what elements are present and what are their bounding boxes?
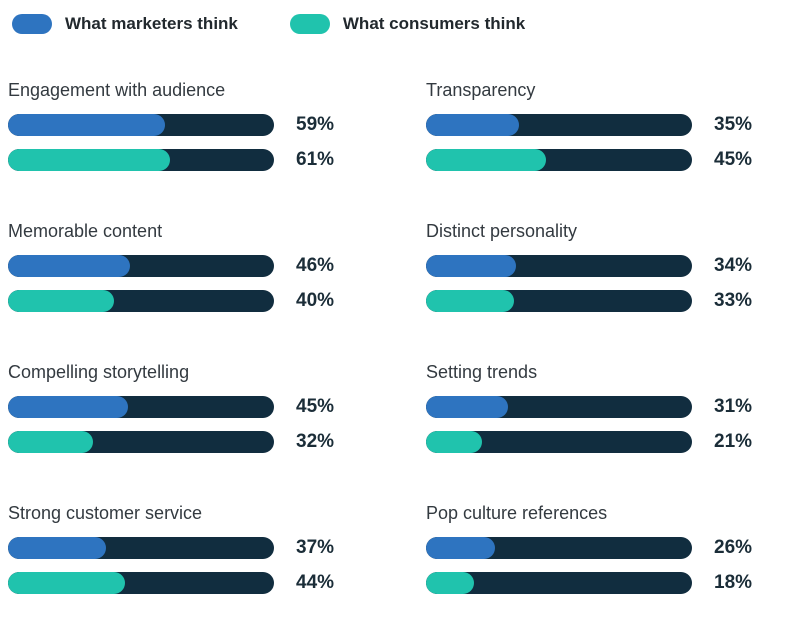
bar-fill-marketers — [426, 114, 520, 136]
bar-track — [8, 396, 274, 418]
chart-group-compelling-storytelling: Compelling storytelling 45% 32% — [8, 362, 344, 453]
bar-fill-consumers — [8, 431, 94, 453]
bar-fill-consumers — [8, 290, 115, 312]
bar-fill-marketers — [426, 396, 509, 418]
chart-group-pop-culture-references: Pop culture references 26% 18% — [426, 503, 762, 594]
bar-track — [426, 290, 692, 312]
bar-track — [8, 537, 274, 559]
bar-value-label: 37% — [296, 537, 335, 558]
bar-fill-marketers — [426, 537, 496, 559]
bar-value-label: 31% — [714, 396, 753, 417]
bar-fill-consumers — [426, 431, 482, 453]
group-title: Engagement with audience — [8, 80, 226, 100]
bar-track — [426, 255, 692, 277]
bar-fill-consumers — [426, 572, 474, 594]
bar-fill-consumers — [8, 572, 126, 594]
chart-group-engagement: Engagement with audience 59% 61% — [8, 80, 344, 171]
bar-row-consumers: 18% — [426, 572, 762, 594]
bar-fill-marketers — [8, 396, 128, 418]
bar-value-label: 32% — [296, 431, 335, 452]
bar-row-consumers: 33% — [426, 290, 762, 312]
bar-fill-marketers — [8, 255, 131, 277]
bar-value-label: 18% — [714, 572, 753, 593]
bar-track — [426, 396, 692, 418]
bar-track — [8, 572, 274, 594]
bar-track — [426, 537, 692, 559]
bar-row-marketers: 46% — [8, 255, 344, 277]
bar-row-marketers: 37% — [8, 537, 344, 559]
legend-item-marketers: What marketers think — [12, 14, 238, 34]
bar-value-label: 44% — [296, 572, 335, 593]
bar-track — [8, 290, 274, 312]
chart-group-memorable-content: Memorable content 46% 40% — [8, 221, 344, 312]
bar-row-marketers: 35% — [426, 114, 762, 136]
group-title: Strong customer service — [8, 503, 203, 523]
bar-track — [426, 572, 692, 594]
group-title: Pop culture references — [426, 503, 608, 523]
chart-grid: Engagement with audience 59% 61% Memorab… — [8, 80, 762, 594]
bar-value-label: 26% — [714, 537, 753, 558]
bar-row-consumers: 61% — [8, 149, 344, 171]
chart-group-distinct-personality: Distinct personality 34% 33% — [426, 221, 762, 312]
bar-fill-consumers — [426, 149, 546, 171]
group-title: Distinct personality — [426, 221, 578, 241]
legend: What marketers think What consumers thin… — [12, 14, 762, 34]
bar-row-marketers: 34% — [426, 255, 762, 277]
legend-label-consumers: What consumers think — [342, 14, 526, 33]
consumers-swatch-icon — [289, 14, 330, 34]
group-title: Compelling storytelling — [8, 362, 190, 382]
bar-fill-consumers — [8, 149, 171, 171]
bar-track — [426, 149, 692, 171]
bar-value-label: 34% — [714, 255, 753, 276]
group-title: Memorable content — [8, 221, 163, 241]
bar-track — [8, 431, 274, 453]
bar-value-label: 40% — [296, 290, 335, 311]
bar-track — [426, 114, 692, 136]
chart-group-strong-customer-service: Strong customer service 37% 44% — [8, 503, 344, 594]
chart-group-setting-trends: Setting trends 31% 21% — [426, 362, 762, 453]
bar-row-marketers: 31% — [426, 396, 762, 418]
bar-row-consumers: 40% — [8, 290, 344, 312]
chart-column-left: Engagement with audience 59% 61% Memorab… — [8, 80, 344, 594]
bar-fill-consumers — [426, 290, 514, 312]
bar-value-label: 21% — [714, 431, 753, 452]
bar-value-label: 45% — [296, 396, 335, 417]
bar-row-consumers: 45% — [426, 149, 762, 171]
marketers-swatch-icon — [12, 14, 52, 34]
bar-track — [426, 431, 692, 453]
bar-row-marketers: 45% — [8, 396, 344, 418]
bar-value-label: 46% — [296, 255, 335, 276]
group-title: Setting trends — [426, 362, 538, 382]
group-title: Transparency — [426, 80, 536, 100]
bar-value-label: 61% — [296, 149, 335, 170]
bar-fill-marketers — [426, 255, 517, 277]
bar-fill-marketers — [8, 114, 165, 136]
bar-row-marketers: 59% — [8, 114, 344, 136]
legend-label-marketers: What marketers think — [65, 14, 238, 33]
bar-value-label: 45% — [714, 149, 753, 170]
bar-value-label: 59% — [296, 114, 335, 135]
bar-value-label: 35% — [714, 114, 753, 135]
bar-track — [8, 149, 274, 171]
bar-fill-marketers — [8, 537, 107, 559]
bar-row-consumers: 32% — [8, 431, 344, 453]
bar-track — [8, 114, 274, 136]
legend-item-consumers: What consumers think — [289, 14, 526, 34]
bar-row-consumers: 44% — [8, 572, 344, 594]
bar-row-marketers: 26% — [426, 537, 762, 559]
bar-track — [8, 255, 274, 277]
bar-row-consumers: 21% — [426, 431, 762, 453]
chart-group-transparency: Transparency 35% 45% — [426, 80, 762, 171]
chart-column-right: Transparency 35% 45% Distinct personalit… — [426, 80, 762, 594]
bar-value-label: 33% — [714, 290, 753, 311]
